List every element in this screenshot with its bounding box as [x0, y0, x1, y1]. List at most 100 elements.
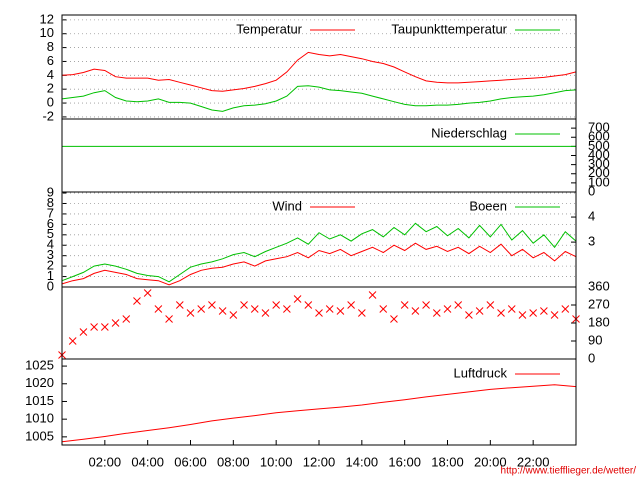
point	[272, 301, 281, 309]
footer-link: http://www.tiefflieger.de/wetter/	[501, 466, 637, 477]
y-tick-label: 8	[47, 39, 54, 54]
y-tick-label: 1025	[25, 358, 54, 373]
legend-label: Niederschlag	[431, 125, 507, 140]
x-tick-label: 18:00	[431, 454, 464, 469]
x-tick-label: 06:00	[174, 454, 207, 469]
x-tick-label: 02:00	[89, 454, 122, 469]
point	[165, 315, 173, 323]
point	[111, 319, 120, 327]
point	[561, 305, 570, 313]
y-tick-label: 1005	[25, 428, 54, 443]
point	[347, 301, 355, 309]
point	[411, 307, 420, 315]
y2-tick-label: 360	[588, 278, 610, 293]
y2-tick-label: 90	[588, 332, 602, 347]
legend-label: Luftdruck	[454, 365, 508, 380]
point	[229, 311, 238, 319]
point	[400, 301, 409, 309]
y2-tick-label: 300	[588, 156, 610, 171]
y-tick-label: 0	[47, 278, 54, 293]
point	[336, 307, 345, 315]
legend-label: Wind	[272, 198, 302, 213]
y-tick-label: 10	[40, 25, 54, 40]
y-tick-label: 1020	[25, 375, 54, 390]
point	[486, 301, 495, 309]
y-tick-label: 4	[47, 67, 54, 82]
point	[443, 305, 452, 313]
x-tick-label: 16:00	[388, 454, 421, 469]
point	[261, 309, 270, 317]
point	[68, 337, 77, 345]
y2-tick-label: 4	[588, 208, 595, 223]
point	[122, 315, 131, 323]
point	[497, 309, 505, 317]
y2-tick-label: 180	[588, 314, 610, 329]
point	[315, 309, 323, 317]
point	[250, 305, 259, 313]
y-tick-label: 6	[47, 216, 54, 231]
point	[304, 301, 313, 309]
y-tick-label: 2	[47, 258, 54, 273]
point	[550, 311, 559, 319]
point	[529, 309, 538, 317]
y2-tick-label: 3	[588, 234, 595, 249]
y-tick-label: 8	[47, 195, 54, 210]
y2-tick-label: 200	[588, 165, 610, 180]
line	[61, 242, 577, 286]
point	[90, 323, 98, 331]
point	[422, 301, 430, 309]
x-tick-label: 12:00	[303, 454, 336, 469]
y-tick-label: 5	[47, 226, 54, 241]
point	[240, 301, 248, 309]
x-tick-label: 20:00	[474, 454, 507, 469]
line	[61, 222, 577, 283]
line	[61, 85, 577, 112]
y2-tick-label: 100	[588, 174, 610, 189]
x-tick-label: 08:00	[217, 454, 250, 469]
point	[175, 301, 184, 309]
y-tick-label: 2	[47, 81, 54, 96]
point	[143, 289, 152, 297]
point	[197, 305, 206, 313]
legend-label: Temperatur	[236, 21, 302, 36]
point	[325, 305, 334, 313]
point	[218, 307, 227, 315]
point	[507, 305, 516, 313]
y2-tick-label: 500	[588, 138, 610, 153]
y-tick-label: 9	[47, 184, 54, 199]
y-tick-label: 12	[40, 11, 54, 26]
point	[100, 323, 109, 331]
point	[454, 301, 463, 309]
y-tick-label: 6	[47, 53, 54, 68]
y2-tick-label: 0	[588, 350, 595, 365]
x-tick-label: 14:00	[346, 454, 379, 469]
x-tick-label: 22:00	[517, 454, 550, 469]
point	[283, 305, 291, 313]
point	[79, 328, 88, 336]
point	[379, 305, 388, 313]
point	[186, 309, 195, 317]
point	[518, 311, 527, 319]
y2-tick-label: 0	[588, 183, 595, 198]
y-tick-label: -2	[42, 108, 54, 123]
y-tick-label: 1	[47, 268, 54, 283]
point	[357, 309, 366, 317]
legend-label: Taupunkttemperatur	[391, 21, 507, 36]
y2-tick-label: 400	[588, 147, 610, 162]
x-tick-label: 10:00	[260, 454, 293, 469]
y2-tick-label: 600	[588, 129, 610, 144]
point	[390, 315, 398, 323]
point	[540, 307, 548, 315]
point	[475, 307, 484, 315]
y-tick-label: 7	[47, 205, 54, 220]
legend-label: Boeen	[469, 198, 507, 213]
point	[208, 301, 216, 309]
y-tick-label: 1010	[25, 411, 54, 426]
point	[465, 311, 473, 319]
y-tick-label: 1015	[25, 393, 54, 408]
y2-tick-label: 700	[588, 120, 610, 135]
point	[154, 305, 163, 313]
line	[61, 51, 577, 92]
y-tick-label: 3	[47, 247, 54, 262]
